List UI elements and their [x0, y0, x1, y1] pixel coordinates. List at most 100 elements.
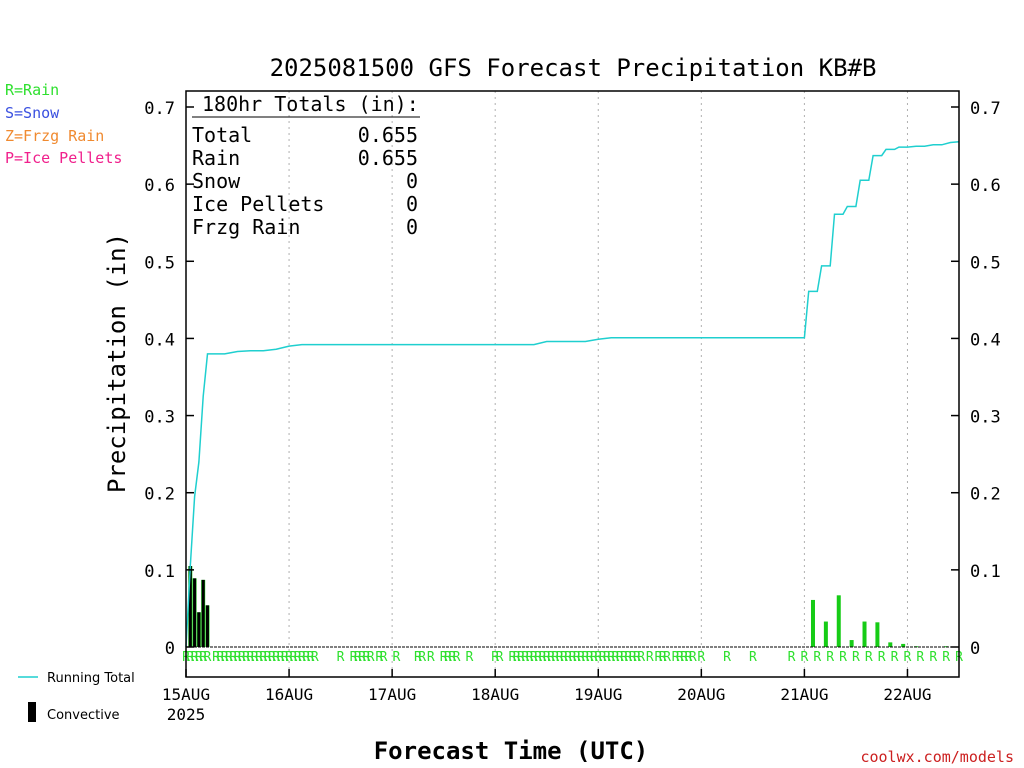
- precip-bar: [810, 599, 815, 647]
- type-marker: R: [942, 650, 950, 665]
- running-total-legend-label: Running Total: [47, 671, 135, 686]
- type-marker: R: [539, 650, 547, 665]
- precip-bar: [875, 622, 880, 647]
- type-marker: R: [697, 650, 705, 665]
- type-marker: R: [620, 650, 628, 665]
- totals-row-value: 0: [406, 192, 418, 216]
- precip-bar: [901, 643, 906, 647]
- type-marker: R: [247, 650, 255, 665]
- type-marker: R: [204, 650, 212, 665]
- type-marker: R: [556, 650, 564, 665]
- type-marker: R: [508, 650, 516, 665]
- x-tick-label: 16AUG: [265, 685, 313, 704]
- type-marker: R: [577, 650, 585, 665]
- precip-bar: [888, 642, 893, 647]
- type-marker: R: [242, 650, 250, 665]
- type-marker: R: [285, 650, 293, 665]
- type-marker: R: [216, 650, 224, 665]
- type-marker: R: [590, 650, 598, 665]
- totals-row-value: 0: [406, 215, 418, 239]
- convective-bar: [188, 566, 192, 647]
- y-tick-label-right: 0.3: [970, 408, 1001, 428]
- y-tick-label-right: 0.4: [970, 330, 1001, 350]
- type-marker: R: [564, 650, 572, 665]
- type-marker: R: [676, 650, 684, 665]
- type-marker: R: [517, 650, 525, 665]
- type-marker: R: [603, 650, 611, 665]
- type-marker: R: [380, 650, 388, 665]
- type-marker: R: [891, 650, 899, 665]
- x-tick-label: 17AUG: [368, 685, 416, 704]
- type-marker: R: [414, 650, 422, 665]
- type-marker: R: [560, 650, 568, 665]
- type-marker: R: [337, 650, 345, 665]
- type-marker: R: [393, 650, 401, 665]
- precip-type-legend: R=Rain S=Snow Z=Frzg Rain P=Ice Pellets: [5, 81, 122, 167]
- type-marker: R: [916, 650, 924, 665]
- totals-row-value: 0.655: [358, 123, 418, 147]
- legend-rain: R=Rain: [5, 81, 59, 99]
- type-marker: R: [633, 650, 641, 665]
- type-marker: R: [440, 650, 448, 665]
- y-tick-label: 0.7: [144, 99, 175, 119]
- type-marker: R: [616, 650, 624, 665]
- type-marker: R: [491, 650, 499, 665]
- type-marker: R: [367, 650, 375, 665]
- type-marker: R: [238, 650, 246, 665]
- type-marker: R: [259, 650, 267, 665]
- type-marker: R: [646, 650, 654, 665]
- precip-bar: [836, 595, 841, 647]
- type-marker: R: [624, 650, 632, 665]
- type-marker: R: [685, 650, 693, 665]
- chart-title: 2025081500 GFS Forecast Precipitation KB…: [270, 54, 877, 82]
- x-tick-label: 21AUG: [780, 685, 828, 704]
- type-marker: R: [255, 650, 263, 665]
- type-marker: R: [268, 650, 276, 665]
- type-marker: R: [534, 650, 542, 665]
- x-tick-year: 2025: [167, 705, 206, 724]
- y-tick-label-right: 0: [970, 639, 980, 659]
- type-marker: R: [448, 650, 456, 665]
- type-marker: R: [813, 650, 821, 665]
- x-tick-label: 22AUG: [883, 685, 931, 704]
- y-tick-label: 0.6: [144, 176, 175, 196]
- type-marker: R: [689, 650, 697, 665]
- type-marker: R: [234, 650, 242, 665]
- y-tick-label-right: 0.6: [970, 176, 1001, 196]
- grid-lines: [288, 91, 908, 677]
- type-marker: R: [839, 650, 847, 665]
- totals-header: 180hr Totals (in):: [202, 92, 419, 116]
- type-marker: R: [569, 650, 577, 665]
- type-marker: R: [229, 650, 237, 665]
- convective-bars: [188, 566, 209, 647]
- type-marker: R: [212, 650, 220, 665]
- totals-row-label: Rain: [192, 146, 240, 170]
- legend-snow: S=Snow: [5, 104, 60, 122]
- type-marker: R: [723, 650, 731, 665]
- type-marker: R: [289, 650, 297, 665]
- type-marker: R: [191, 650, 199, 665]
- type-marker: R: [530, 650, 538, 665]
- y-tick-label-right: 0.7: [970, 99, 1001, 119]
- totals-box: 180hr Totals (in): Total 0.655 Rain 0.655 Sn…: [192, 92, 420, 239]
- convective-bar: [205, 605, 209, 647]
- type-marker: R: [586, 650, 594, 665]
- y-axis-left: 0 0.1 0.2 0.3 0.4 0.5 0.6 0.7: [144, 99, 194, 659]
- type-marker: R: [277, 650, 285, 665]
- type-marker: R: [659, 650, 667, 665]
- type-marker: R: [358, 650, 366, 665]
- type-marker: R: [800, 650, 808, 665]
- type-marker: R: [852, 650, 860, 665]
- type-marker: R: [654, 650, 662, 665]
- type-marker: R: [749, 650, 757, 665]
- y-tick-label: 0.5: [144, 253, 175, 273]
- type-marker: R: [375, 650, 383, 665]
- type-marker: R: [466, 650, 474, 665]
- y-tick-label-right: 0.2: [970, 485, 1001, 505]
- totals-row-label: Snow: [192, 169, 241, 193]
- type-marker: R: [294, 650, 302, 665]
- x-tick-label: 19AUG: [574, 685, 622, 704]
- y-tick-label: 0: [165, 639, 175, 659]
- totals-row-label: Total: [192, 123, 252, 147]
- type-marker: R: [929, 650, 937, 665]
